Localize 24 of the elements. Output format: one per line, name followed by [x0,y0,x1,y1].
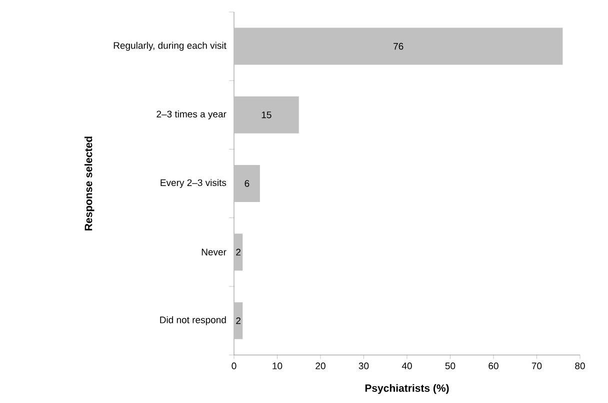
bar [234,96,299,134]
x-tick-label: 60 [488,362,498,370]
x-tick-label: 0 [232,362,236,370]
x-tick-label: 70 [532,362,542,370]
x-axis-title: Psychiatrists (%) [365,384,449,394]
x-tick-label: 50 [445,362,456,370]
data-label: 15 [262,112,272,118]
x-tick-label: 40 [402,362,412,370]
data-label: 2 [236,248,240,256]
data-label: 6 [244,180,250,187]
y-tick-label: Did not respond [160,316,226,326]
x-tick-label: 80 [575,362,585,370]
y-tick-label: Regularly, during each visit [114,42,226,51]
x-tick-label: 30 [358,362,369,370]
bar [234,28,563,65]
bar [234,164,260,202]
y-tick-label: 2–3 times a year [156,110,226,120]
data-label: 2 [236,317,240,324]
y-tick-label: Every 2–3 visits [160,179,226,188]
x-tick-label: 20 [316,362,326,370]
y-tick-label: Never [202,248,226,256]
y-axis-title: Response selected [84,136,94,230]
data-label: 76 [394,42,404,50]
x-tick-label: 10 [272,362,282,370]
